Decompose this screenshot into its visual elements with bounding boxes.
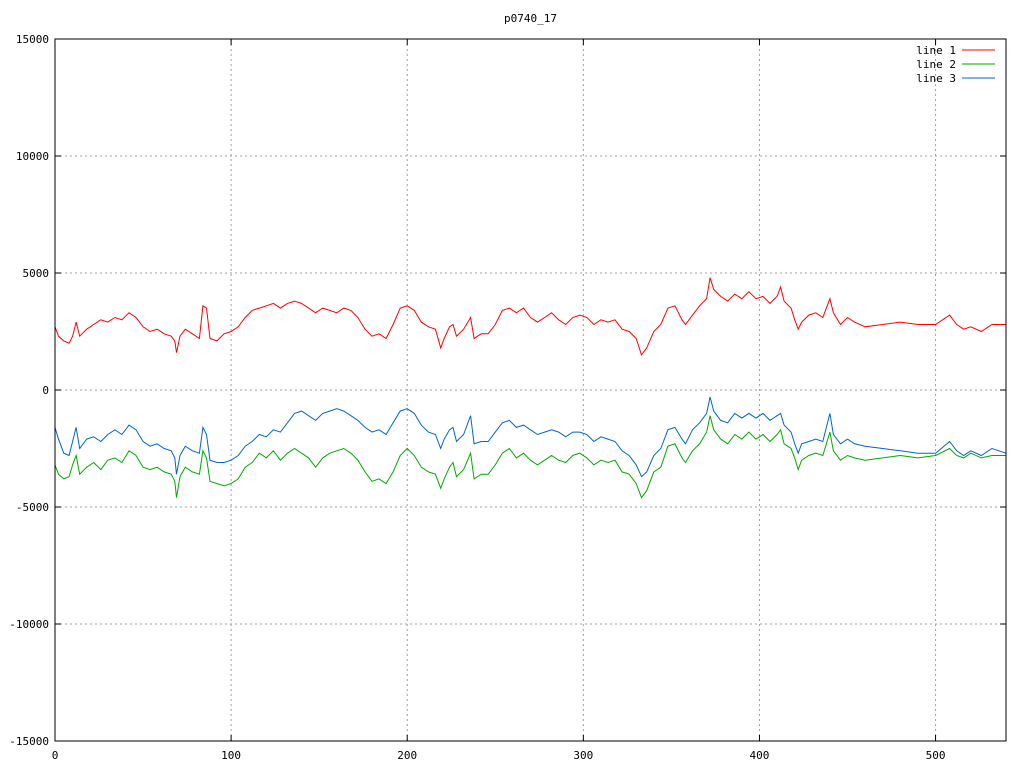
plot-frame: [54, 38, 1007, 742]
y-tick-label: -15000: [9, 735, 49, 748]
legend-label-1: line 1: [916, 44, 956, 57]
series-line-1: [54, 277, 1006, 356]
y-tick-label: -5000: [16, 501, 49, 514]
x-tick-label: 400: [750, 749, 770, 762]
grid: [55, 39, 1006, 741]
x-tick-label: 200: [397, 749, 417, 762]
series-line-3: [54, 396, 1007, 478]
y-tick-label: 15000: [16, 33, 49, 46]
series-line-2: [54, 415, 1006, 499]
y-tick-label: 10000: [16, 150, 49, 163]
y-tick-label: 0: [42, 384, 49, 397]
x-tick-label: 300: [573, 749, 593, 762]
x-tick-label: 500: [926, 749, 946, 762]
x-tick-label: 0: [52, 749, 59, 762]
legend-label-2: line 2: [916, 58, 956, 71]
axis-ticks: -15000 -10000 -5000 0 5000 10000 15000 0 100 200 3…: [9, 33, 1006, 762]
chart-title: p0740_17: [504, 12, 557, 25]
series-lines: [54, 277, 1007, 499]
x-tick-label: 100: [221, 749, 241, 762]
legend-label-3: line 3: [916, 72, 956, 85]
y-tick-label: 5000: [23, 267, 50, 280]
y-tick-label: -10000: [9, 618, 49, 631]
